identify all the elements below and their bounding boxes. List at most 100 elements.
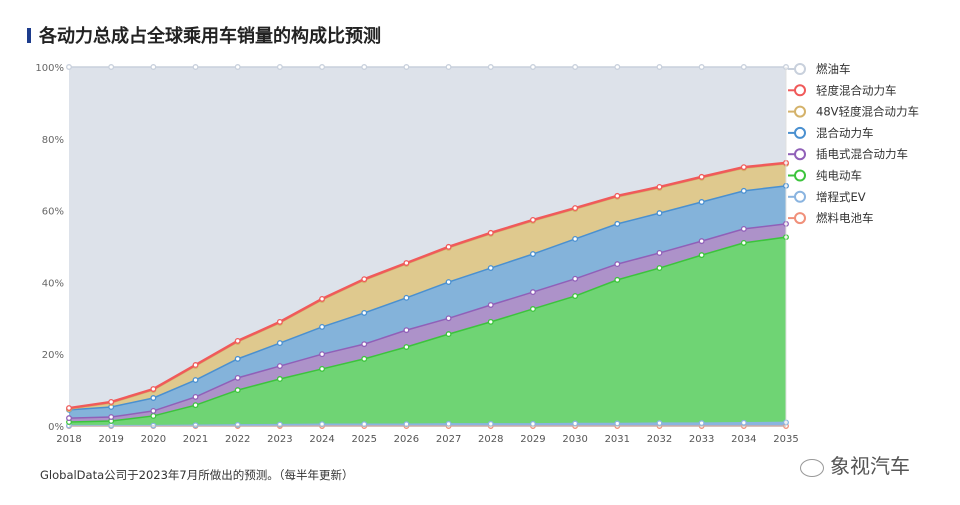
data-point (698, 64, 705, 70)
data-point (529, 306, 536, 312)
legend-label: 燃料电池车 (816, 211, 874, 225)
area-4 (69, 185, 786, 419)
data-point (150, 395, 157, 401)
x-tick-label: 2018 (56, 434, 81, 445)
y-tick-label: 40% (42, 278, 64, 289)
legend-marker (794, 212, 806, 225)
data-point (192, 362, 199, 368)
series-line-3 (68, 223, 787, 419)
data-point (192, 393, 199, 400)
x-tick-label: 2022 (225, 434, 250, 445)
data-point (656, 210, 663, 217)
data-point (66, 64, 72, 70)
series-line-1 (69, 421, 787, 427)
legend-marker (794, 169, 806, 182)
x-tick-label: 2030 (562, 434, 587, 445)
data-point (529, 289, 536, 296)
data-point (614, 261, 621, 268)
data-point (445, 420, 452, 427)
data-point (234, 374, 241, 381)
data-point (234, 387, 241, 394)
data-point (572, 293, 579, 299)
data-point (572, 236, 579, 242)
legend-label: 轻度混合动力车 (816, 83, 897, 97)
data-point (487, 302, 494, 308)
x-tick-label: 2021 (183, 434, 208, 445)
data-point (698, 199, 705, 205)
data-point (740, 419, 747, 426)
data-point (361, 421, 368, 428)
wechat-icon (800, 458, 824, 477)
x-tick-label: 2020 (141, 434, 166, 445)
data-point (656, 420, 663, 427)
title-accent-bar (27, 28, 31, 43)
data-point (192, 64, 199, 70)
legend-label: 增程式EV (816, 190, 866, 204)
data-point (276, 376, 283, 382)
data-point (740, 164, 747, 171)
data-point (487, 229, 494, 236)
source-note: GlobalData公司于2023年7月所做出的预测。（每半年更新） (40, 468, 354, 482)
data-point (276, 64, 283, 70)
legend-label: 燃油车 (816, 62, 851, 76)
series-line-4 (68, 185, 787, 411)
data-point (572, 205, 579, 212)
data-point (698, 173, 705, 180)
data-point (614, 220, 621, 227)
data-point (276, 340, 283, 347)
data-point (192, 422, 199, 429)
data-point (403, 294, 410, 301)
data-point (150, 64, 157, 70)
data-point (572, 64, 579, 70)
y-tick-label: 20% (42, 350, 64, 361)
x-tick-label: 2034 (731, 434, 756, 445)
data-point (361, 64, 368, 70)
legend-marker (794, 190, 806, 203)
y-tick-label: 0% (48, 422, 64, 433)
data-point (403, 260, 410, 266)
legend-marker (794, 63, 806, 75)
x-tick-label: 2025 (352, 434, 377, 445)
data-point (150, 407, 157, 414)
x-tick-label: 2029 (520, 434, 545, 445)
area-5 (69, 163, 786, 410)
data-point (656, 183, 663, 190)
data-point (529, 251, 536, 257)
legend-marker (794, 84, 806, 97)
data-point (66, 415, 72, 422)
data-point (319, 421, 326, 428)
data-point (572, 275, 579, 282)
legend-label: 48V轻度混合动力车 (816, 105, 919, 119)
data-point (361, 309, 368, 316)
data-point (319, 64, 326, 70)
data-point (529, 216, 536, 223)
data-point (445, 315, 452, 322)
legend-label: 插电式混合动力车 (816, 147, 908, 161)
data-point (656, 265, 663, 271)
x-tick-label: 2019 (98, 434, 123, 445)
data-point (150, 386, 157, 392)
legend-label: 混合动力车 (816, 126, 874, 140)
data-point (445, 243, 452, 250)
data-point (319, 351, 326, 358)
data-point (614, 64, 621, 70)
legend-marker (794, 148, 806, 161)
data-point (319, 365, 326, 372)
x-tick-label: 2024 (309, 434, 334, 445)
legend-label: 纯电动车 (816, 169, 862, 183)
data-point (614, 276, 621, 283)
legend-marker (794, 105, 806, 118)
data-point (698, 238, 705, 245)
data-point (529, 64, 536, 70)
data-point (192, 377, 199, 383)
data-point (319, 323, 326, 330)
data-point (698, 420, 705, 427)
data-point (740, 239, 747, 246)
data-point (445, 64, 452, 70)
data-point (614, 192, 621, 199)
data-point (108, 398, 115, 405)
data-point (572, 420, 579, 427)
y-tick-label: 80% (42, 135, 64, 146)
data-point (319, 295, 326, 302)
